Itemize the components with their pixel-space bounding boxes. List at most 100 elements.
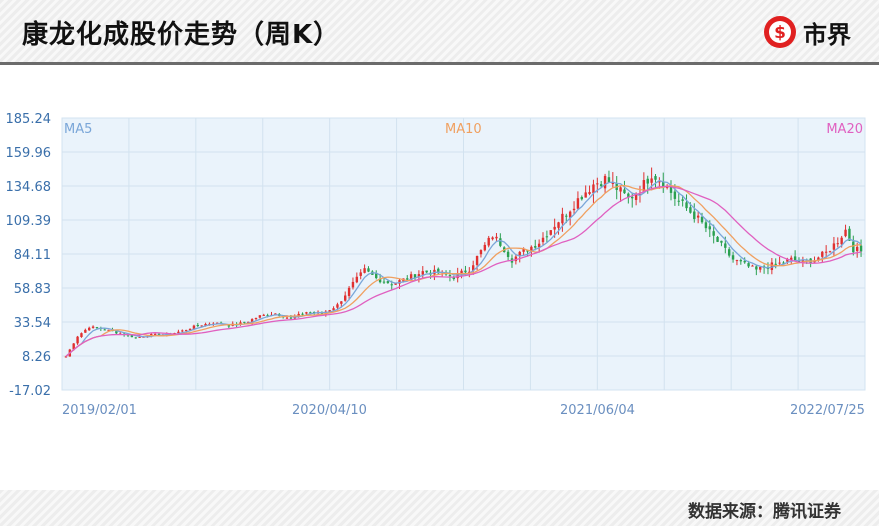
candle-body xyxy=(557,222,560,228)
candle-body xyxy=(603,175,607,189)
candle-body xyxy=(568,211,572,218)
candle-body xyxy=(394,282,397,285)
candle-body xyxy=(522,249,525,252)
candle-body xyxy=(332,308,335,311)
y-tick-label: 8.26 xyxy=(22,350,51,365)
candle-body xyxy=(720,240,723,243)
candle-body xyxy=(852,241,855,253)
candle-body xyxy=(204,323,207,326)
candle-body xyxy=(549,230,552,235)
candle-body xyxy=(716,236,719,242)
brand-coin-icon: $ xyxy=(764,16,796,48)
x-tick-label: 2021/06/04 xyxy=(560,403,635,418)
candle-body xyxy=(76,336,79,344)
candle-body xyxy=(654,176,657,180)
candle-body xyxy=(673,191,677,199)
candle-body xyxy=(689,207,692,213)
candle-body xyxy=(409,274,413,281)
stock-chart: 185.24 159.96 134.68 109.39 84.11 58.83 33.54 8… xyxy=(6,112,866,418)
candle-body xyxy=(824,251,828,253)
candle-body xyxy=(254,317,258,319)
y-tick-label: 33.54 xyxy=(14,316,51,331)
candle-body xyxy=(216,322,219,324)
candle-body xyxy=(545,236,549,238)
candle-body xyxy=(739,260,743,262)
candle-body xyxy=(836,243,839,245)
candle-body xyxy=(592,184,595,194)
legend-ma20: MA20 xyxy=(826,122,863,137)
moving-averages xyxy=(65,179,862,357)
candle-body xyxy=(417,274,421,278)
candle-body xyxy=(774,263,777,265)
candle-body xyxy=(553,226,556,230)
ma-line-ma10 xyxy=(65,185,862,357)
candle-body xyxy=(262,314,265,316)
x-tick-label: 2022/07/25 xyxy=(790,403,865,418)
ma-line-ma5 xyxy=(65,179,862,357)
candle-body xyxy=(227,325,231,327)
candle-body xyxy=(301,313,304,315)
y-tick-label: 185.24 xyxy=(6,112,52,127)
data-source: 数据来源：腾讯证券 xyxy=(688,502,841,522)
candle-body xyxy=(634,194,638,200)
candle-body xyxy=(406,278,409,280)
candle-body xyxy=(735,260,739,262)
candle-body xyxy=(646,178,649,184)
candle-body xyxy=(130,334,134,338)
candle-body xyxy=(786,259,789,262)
candle-body xyxy=(343,295,347,301)
footer-bar xyxy=(0,490,879,526)
candle-body xyxy=(258,315,262,318)
candle-body xyxy=(681,199,684,201)
candle-body xyxy=(355,276,359,283)
candle-body xyxy=(821,251,824,257)
candle-body xyxy=(518,251,521,257)
candle-body xyxy=(747,263,750,267)
brand-logo: $ 市界 xyxy=(763,14,851,50)
candle-body xyxy=(766,268,770,270)
candle-body xyxy=(580,197,584,200)
candle-body xyxy=(196,324,200,326)
candle-body xyxy=(832,243,836,250)
y-tick-label: 159.96 xyxy=(6,146,52,161)
candle-body xyxy=(398,280,401,284)
candle-body xyxy=(103,329,106,331)
candle-body xyxy=(642,180,646,193)
candle-body xyxy=(289,317,293,319)
x-tick-label: 2020/04/10 xyxy=(292,403,367,418)
candle-body xyxy=(134,337,137,339)
candle-body xyxy=(285,317,289,319)
candle-body xyxy=(266,315,269,317)
candle-body xyxy=(425,270,428,273)
candle-body xyxy=(797,260,801,262)
candle-body xyxy=(95,327,99,329)
candle-body xyxy=(390,284,393,286)
candle-body xyxy=(778,262,781,264)
candle-body xyxy=(421,271,424,275)
candle-body xyxy=(88,327,91,331)
candle-body xyxy=(91,326,95,328)
grid-lines xyxy=(62,118,865,390)
candle-body xyxy=(514,256,518,262)
legend-ma10: MA10 xyxy=(445,122,482,137)
y-tick-label: 109.39 xyxy=(6,214,52,229)
candle-body xyxy=(828,251,832,253)
candle-body xyxy=(250,319,254,322)
candle-body xyxy=(347,287,351,296)
candle-body xyxy=(363,268,366,273)
candle-body xyxy=(584,192,587,198)
candle-body xyxy=(64,356,68,358)
candle-body xyxy=(770,262,774,271)
legend: MA5 MA10 MA20 xyxy=(64,122,863,137)
candle-body xyxy=(487,237,490,246)
candle-body xyxy=(631,196,634,199)
legend-ma5: MA5 xyxy=(64,122,92,137)
y-tick-label: -17.02 xyxy=(9,384,51,399)
x-tick-label: 2019/02/01 xyxy=(62,403,137,418)
candle-body xyxy=(243,321,246,323)
candle-body xyxy=(677,200,680,202)
candle-body xyxy=(576,198,580,209)
candle-body xyxy=(751,265,754,267)
candle-body xyxy=(607,177,611,183)
candle-body xyxy=(731,255,735,260)
